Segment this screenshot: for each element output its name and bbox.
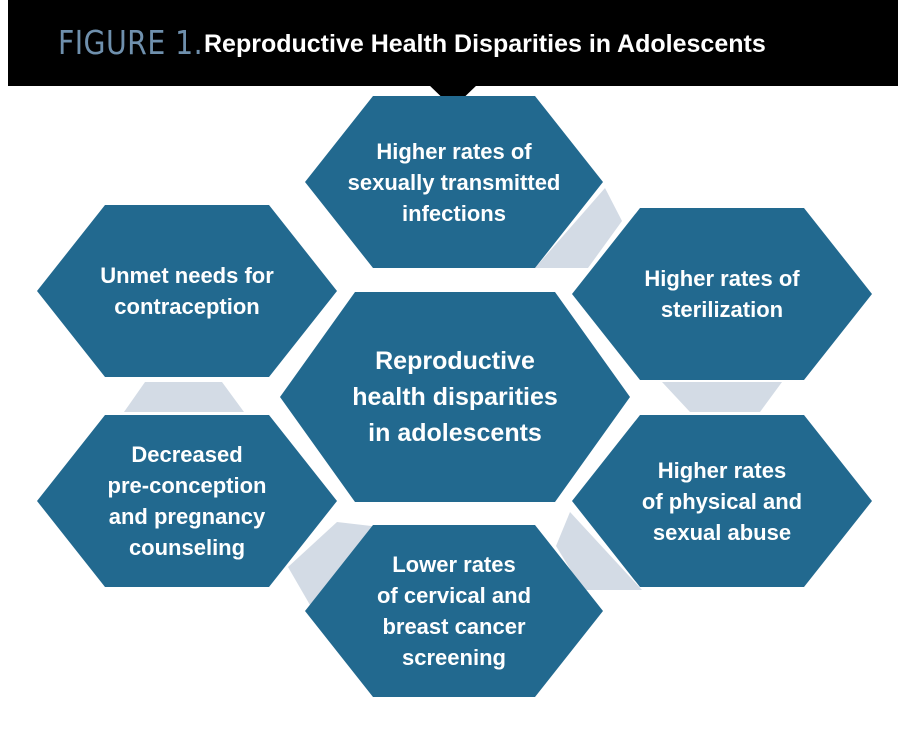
hexagon-center xyxy=(280,292,630,502)
node-label-abuse: Higher rates of physical and sexual abus… xyxy=(641,457,803,545)
hexagon-sti xyxy=(305,96,603,268)
figure-label: FIGURE 1. xyxy=(58,23,204,62)
hexagon-contraception xyxy=(37,205,337,377)
hexagon-abuse xyxy=(572,415,872,587)
connector-screening-counseling xyxy=(288,522,380,605)
hexagons xyxy=(37,96,872,697)
hexagon-sterilization xyxy=(572,208,872,380)
figure-header: FIGURE 1. Reproductive Health Disparitie… xyxy=(8,0,898,86)
node-label-screening: Lower rates of cervical and breast cance… xyxy=(376,552,532,670)
connectors xyxy=(124,188,782,605)
hexagon-screening xyxy=(305,525,603,697)
center-label: Reproductive health disparities in adole… xyxy=(352,347,558,447)
node-label-counseling: Decreased pre-conception and pregnancy c… xyxy=(107,442,267,560)
connector-abuse-screening xyxy=(556,512,642,590)
node-label-sti: Higher rates of sexually transmitted inf… xyxy=(347,138,561,226)
node-label-sterilization: Higher rates of sterilization xyxy=(644,266,800,322)
hexagon-counseling xyxy=(37,415,337,587)
connector-sterilization-abuse xyxy=(662,382,782,412)
connector-sti-sterilization xyxy=(535,188,622,268)
node-label-contraception: Unmet needs for contraception xyxy=(100,263,274,319)
figure-title: Reproductive Health Disparities in Adole… xyxy=(204,30,766,58)
connector-counseling-contraception xyxy=(124,382,244,412)
